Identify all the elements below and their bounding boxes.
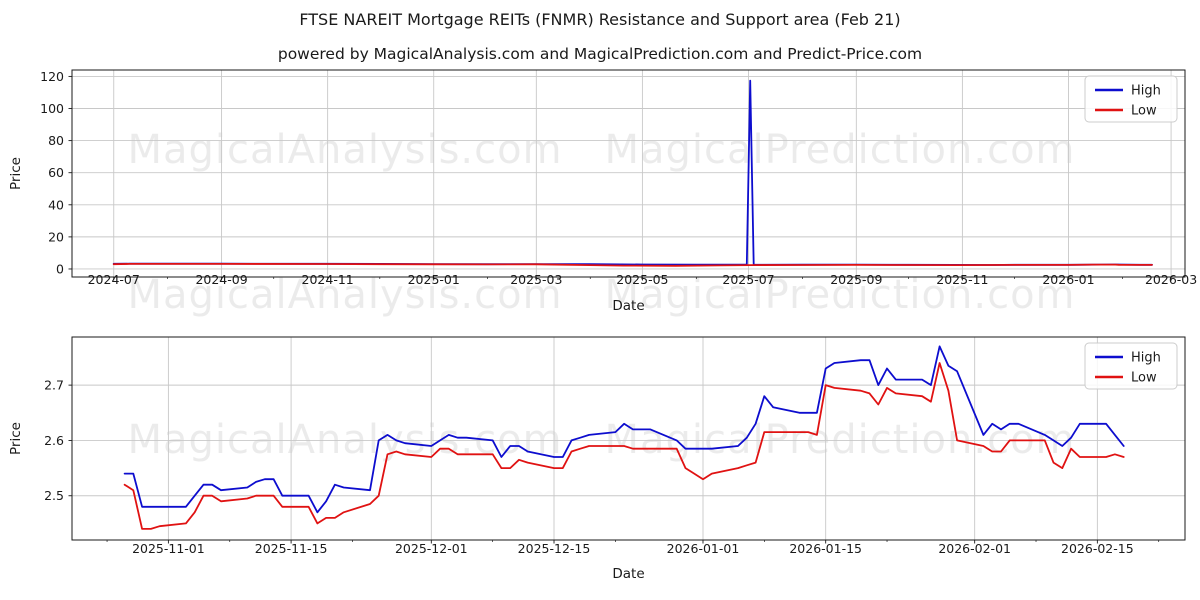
figure-title: FTSE NAREIT Mortgage REITs (FNMR) Resist… — [299, 10, 901, 29]
figure-subtitle: powered by MagicalAnalysis.com and Magic… — [277, 45, 923, 63]
y-tick-label: 2.5 — [44, 488, 64, 503]
plot-border — [71, 336, 1186, 541]
watermark-text: MagicalAnalysis.com — [127, 127, 563, 173]
y-tick-label: 2.7 — [44, 378, 64, 393]
x-tick-label: 2026-03 — [1145, 272, 1197, 287]
y-axis-label: Price — [8, 422, 24, 455]
x-tick-label: 2024-11 — [302, 272, 354, 287]
watermark-text: MagicalAnalysis.com — [127, 272, 563, 318]
watermark-text: MagicalPrediction.com — [604, 127, 1076, 173]
legend-item-label: High — [1131, 351, 1161, 366]
x-tick-label: 2024-09 — [195, 272, 247, 287]
legend: High Low — [1084, 75, 1178, 123]
watermark-text: MagicalPrediction.com — [604, 272, 1076, 318]
x-tick-label: 2026-01-01 — [667, 541, 740, 556]
x-tick-label: 2025-11-01 — [132, 541, 205, 556]
x-tick-label: 2025-11-15 — [255, 541, 328, 556]
x-tick-label: 2026-02-01 — [938, 541, 1011, 556]
x-tick-label: 2026-01-15 — [789, 541, 862, 556]
y-tick-label: 2.6 — [44, 433, 64, 448]
x-tick-label: 2025-12-01 — [395, 541, 468, 556]
x-tick-label: 2025-12-15 — [518, 541, 591, 556]
x-tick-label: 2025-07 — [722, 272, 774, 287]
legend-item-label: Low — [1131, 104, 1157, 119]
x-axis-label: Date — [612, 298, 644, 314]
y-tick-label: 60 — [48, 165, 64, 180]
y-axis-label: Price — [8, 157, 24, 190]
x-tick-label: 2024-07 — [88, 272, 140, 287]
y-tick-label: 0 — [56, 261, 64, 276]
series-line-low — [123, 362, 1125, 530]
x-tick-label: 2026-02-15 — [1061, 541, 1134, 556]
y-tick-label: 120 — [40, 69, 64, 84]
y-tick-label: 40 — [48, 197, 64, 212]
legend: High Low — [1084, 342, 1178, 390]
x-tick-label: 2025-05 — [616, 272, 668, 287]
legend-item-label: High — [1131, 84, 1161, 99]
series-line-low — [112, 262, 1153, 267]
y-tick-label: 80 — [48, 133, 64, 148]
x-tick-label: 2025-03 — [510, 272, 562, 287]
x-axis-label: Date — [612, 566, 644, 582]
x-tick-label: 2025-01 — [408, 272, 460, 287]
y-tick-label: 20 — [48, 229, 64, 244]
plot-border — [71, 69, 1186, 278]
y-tick-label: 100 — [40, 101, 64, 116]
x-tick-label: 2026-01 — [1042, 272, 1094, 287]
x-tick-label: 2025-11 — [936, 272, 988, 287]
x-tick-label: 2025-09 — [830, 272, 882, 287]
legend-item-label: Low — [1131, 371, 1157, 386]
series-line-high — [123, 345, 1125, 514]
